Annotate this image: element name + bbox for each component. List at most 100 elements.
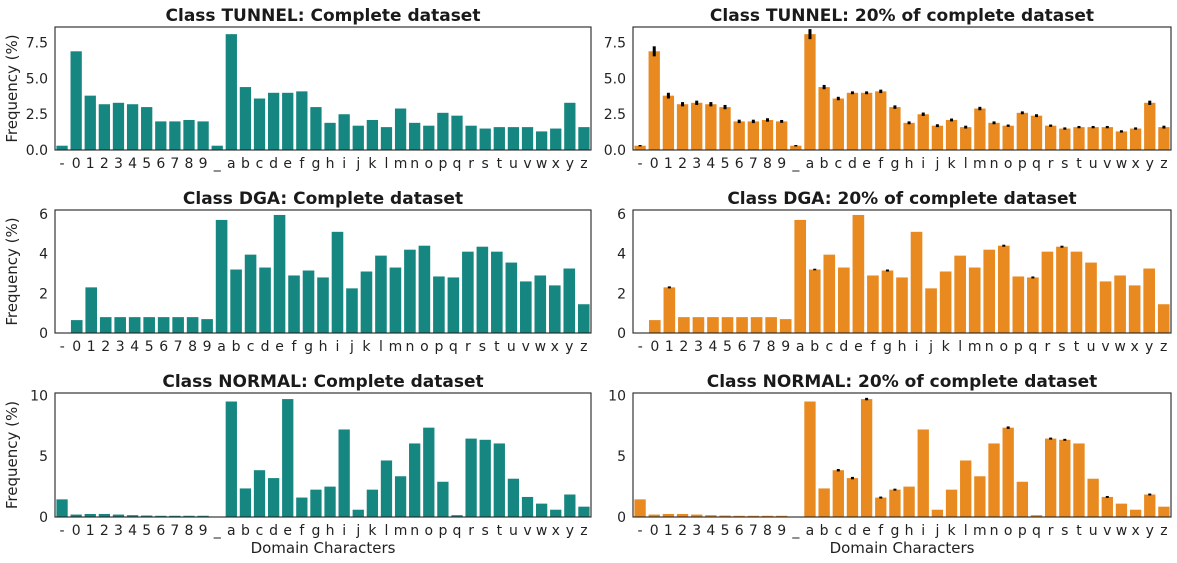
- bar-e: [273, 214, 286, 333]
- bar-j: [931, 509, 944, 517]
- x-tick-label: 8: [188, 339, 197, 355]
- bar-q: [1030, 515, 1043, 517]
- x-tick-label: 0: [650, 523, 659, 539]
- x-tick-label: r: [1048, 523, 1054, 539]
- bar-q: [447, 277, 460, 333]
- x-tick-label: q: [1032, 523, 1041, 539]
- bar-r: [462, 251, 474, 333]
- x-tick-label: r: [465, 339, 471, 355]
- x-tick-label: -: [60, 523, 65, 539]
- bar-1: [662, 513, 675, 517]
- x-tick-label: i: [336, 339, 340, 355]
- x-tick-label: u: [1087, 339, 1096, 355]
- x-tick-label: 7: [752, 339, 761, 355]
- x-tick-label: 1: [87, 339, 96, 355]
- bar-3: [691, 102, 703, 150]
- bar-7: [747, 121, 760, 150]
- bar-3: [112, 102, 125, 150]
- bar-f: [288, 275, 300, 333]
- x-tick-label: h: [898, 339, 907, 355]
- bar-8: [765, 317, 777, 333]
- axes-frame: [632, 209, 1172, 334]
- bar-g: [889, 107, 901, 150]
- chart-panel-4: Class DGA: 20% of complete dataset- 0 1 2 3 4…: [617, 189, 1172, 355]
- x-tick-label: 9: [203, 339, 212, 355]
- bar-b: [230, 269, 242, 333]
- x-tick-label: g: [312, 156, 321, 172]
- bar-8: [186, 317, 199, 333]
- x-tick-label: 5: [723, 339, 732, 355]
- bar-s: [1056, 246, 1068, 333]
- axes-frame: [54, 26, 592, 151]
- bar-r: [1041, 251, 1054, 333]
- x-tick-label: h: [326, 156, 335, 172]
- bar-m: [394, 476, 407, 517]
- x-tick-label: r: [468, 523, 474, 539]
- bar-a: [794, 219, 807, 333]
- x-tick-label: o: [425, 523, 434, 539]
- bar-9: [779, 319, 792, 333]
- bar-n: [409, 443, 421, 517]
- x-tick-label: p: [438, 156, 447, 172]
- x-tick-label: s: [482, 523, 489, 539]
- x-tick-label: u: [507, 339, 516, 355]
- bar-h: [903, 122, 915, 150]
- bar-9: [197, 515, 209, 517]
- x-tick-label: k: [362, 339, 371, 355]
- bar-1: [84, 513, 96, 517]
- x-tick-label: 8: [185, 523, 194, 539]
- x-tick-label: l: [385, 156, 389, 172]
- bar-5: [141, 515, 153, 517]
- bar-z: [578, 127, 590, 150]
- y-axis-label: Frequency (%): [3, 217, 21, 325]
- x-tick-label: 7: [170, 156, 179, 172]
- bar-g: [881, 270, 894, 333]
- x-tick-label: n: [410, 156, 419, 172]
- bar-v: [520, 281, 532, 333]
- y-tick-label: 0.0: [604, 143, 626, 159]
- x-tick-label: 3: [114, 156, 123, 172]
- bar-y: [564, 494, 576, 517]
- bar-3: [692, 317, 705, 333]
- bar-x: [1128, 285, 1141, 333]
- bar-x: [1129, 128, 1142, 150]
- y-tick-label: 0: [617, 510, 626, 526]
- x-tick-label: a: [806, 523, 815, 539]
- bar-v: [521, 496, 534, 517]
- x-tick-label: j: [355, 523, 360, 539]
- bar-d: [846, 478, 859, 517]
- x-tick-label: k: [947, 156, 956, 172]
- x-tick-label: 2: [678, 156, 687, 172]
- x-tick-label: d: [261, 339, 270, 355]
- x-tick-label: 9: [781, 339, 790, 355]
- x-tick-label: k: [947, 523, 956, 539]
- x-axis-label: Domain Characters: [830, 539, 975, 557]
- x-tick-label: m: [973, 523, 987, 539]
- bar--: [634, 499, 646, 517]
- x-tick-label: 3: [692, 523, 701, 539]
- bar-b: [818, 87, 830, 150]
- x-tick-label: v: [1101, 339, 1109, 355]
- x-tick-label: d: [269, 156, 278, 172]
- bar-o: [1002, 125, 1014, 150]
- x-tick-label: y: [566, 156, 574, 172]
- x-tick-label: c: [825, 339, 833, 355]
- x-tick-label: y: [1146, 523, 1154, 539]
- bar-j: [352, 125, 364, 150]
- bar-0: [648, 51, 660, 151]
- x-tick-label: b: [241, 523, 250, 539]
- x-tick-label: 9: [199, 523, 208, 539]
- y-tick-label: 4: [617, 247, 626, 263]
- bar-z: [1158, 506, 1170, 517]
- bar-r: [1044, 438, 1057, 517]
- x-tick-label: n: [410, 523, 419, 539]
- x-tick-label: d: [848, 156, 857, 172]
- x-tick-label: n: [990, 156, 999, 172]
- bar-m: [974, 108, 986, 150]
- bar-s: [1059, 128, 1071, 150]
- bar-8: [183, 119, 195, 150]
- bar-a: [215, 219, 228, 333]
- x-tick-label: v: [1103, 523, 1111, 539]
- x-tick-label: x: [1131, 156, 1139, 172]
- bar-3: [691, 514, 703, 517]
